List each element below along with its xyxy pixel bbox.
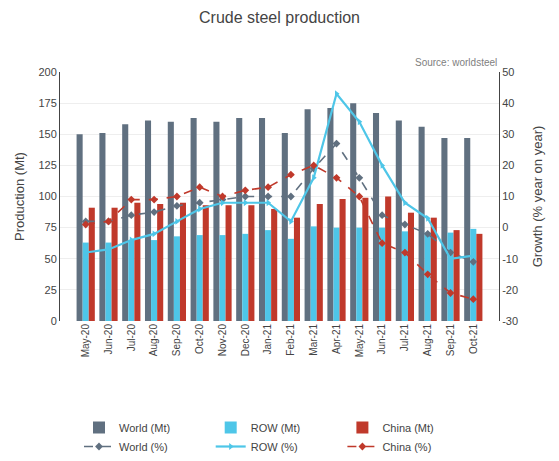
svg-text:75: 75 <box>45 221 57 233</box>
svg-text:0: 0 <box>51 315 57 327</box>
svg-text:China (%): China (%) <box>382 441 431 453</box>
svg-text:Jan-21: Jan-21 <box>262 324 273 355</box>
svg-text:Jun-20: Jun-20 <box>103 324 114 355</box>
svg-text:125: 125 <box>38 159 56 171</box>
svg-text:ROW (%): ROW (%) <box>251 441 298 453</box>
svg-text:Crude steel production: Crude steel production <box>199 9 360 26</box>
svg-text:Jul-20: Jul-20 <box>126 324 137 352</box>
svg-text:World (Mt): World (Mt) <box>119 422 170 434</box>
svg-text:May-21: May-21 <box>354 324 365 358</box>
svg-text:Feb-21: Feb-21 <box>285 324 296 356</box>
svg-text:Mar-21: Mar-21 <box>308 324 319 356</box>
svg-text:200: 200 <box>38 66 56 78</box>
svg-text:Aug-20: Aug-20 <box>148 324 159 357</box>
svg-text:0: 0 <box>502 221 508 233</box>
svg-text:50: 50 <box>45 253 57 265</box>
svg-text:Aug-21: Aug-21 <box>422 324 433 357</box>
svg-text:Production (Mt): Production (Mt) <box>12 152 27 241</box>
svg-text:-10: -10 <box>502 253 518 265</box>
svg-text:10: 10 <box>502 190 514 202</box>
svg-text:100: 100 <box>38 190 56 202</box>
svg-text:Source: worldsteel: Source: worldsteel <box>415 57 497 68</box>
svg-text:40: 40 <box>502 97 514 109</box>
svg-text:50: 50 <box>502 66 514 78</box>
svg-text:World (%): World (%) <box>119 441 168 453</box>
svg-text:20: 20 <box>502 159 514 171</box>
svg-text:Growth (% year on year): Growth (% year on year) <box>530 126 545 268</box>
svg-text:Oct-21: Oct-21 <box>468 324 479 354</box>
svg-text:-30: -30 <box>502 315 518 327</box>
svg-text:May-20: May-20 <box>80 324 91 358</box>
svg-text:Dec-20: Dec-20 <box>240 324 251 357</box>
svg-text:ROW (Mt): ROW (Mt) <box>251 422 300 434</box>
svg-text:150: 150 <box>38 128 56 140</box>
svg-text:175: 175 <box>38 97 56 109</box>
svg-text:China (Mt): China (Mt) <box>382 422 433 434</box>
svg-text:25: 25 <box>45 284 57 296</box>
svg-text:30: 30 <box>502 128 514 140</box>
svg-text:Jun-21: Jun-21 <box>376 324 387 355</box>
svg-text:-20: -20 <box>502 284 518 296</box>
svg-text:Sep-20: Sep-20 <box>171 324 182 357</box>
svg-text:Apr-21: Apr-21 <box>331 324 342 354</box>
svg-text:Nov-20: Nov-20 <box>217 324 228 357</box>
svg-text:Oct-20: Oct-20 <box>194 324 205 354</box>
svg-text:Sep-21: Sep-21 <box>445 324 456 357</box>
svg-text:Jul-21: Jul-21 <box>399 324 410 352</box>
